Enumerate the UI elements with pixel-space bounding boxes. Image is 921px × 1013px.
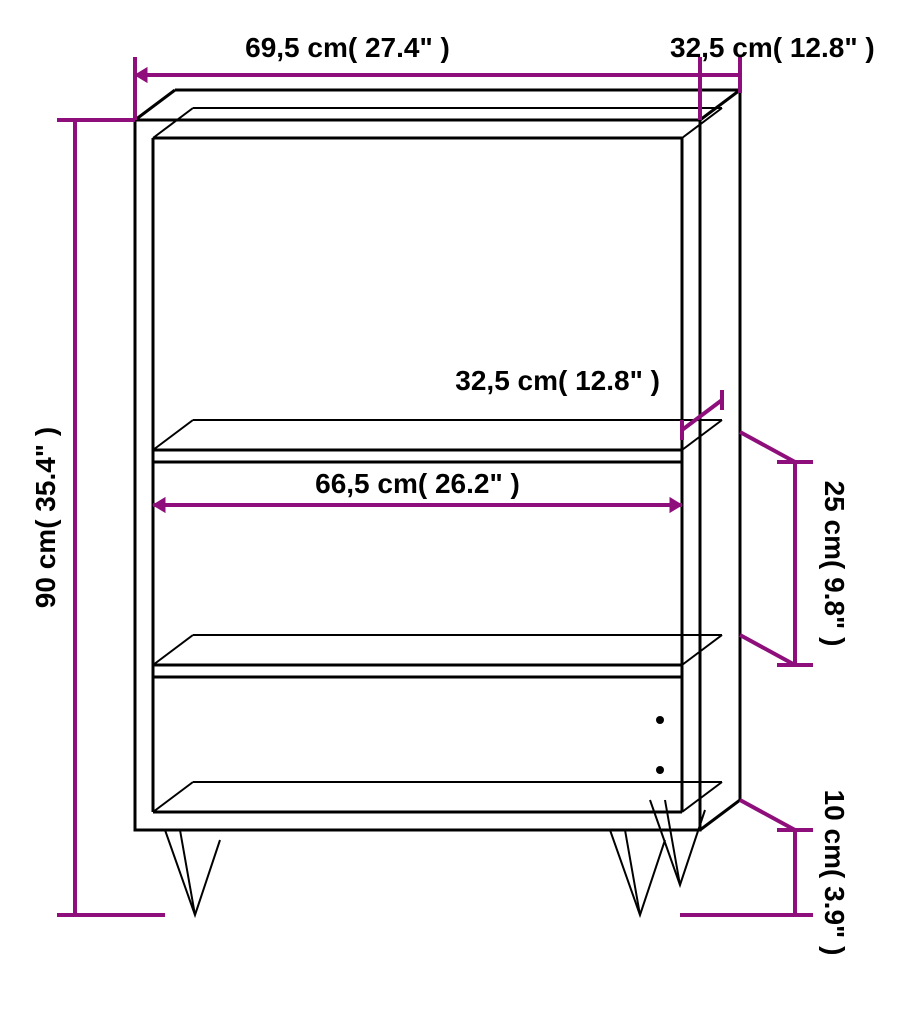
svg-text:69,5 cm( 27.4" ): 69,5 cm( 27.4" ) (245, 32, 450, 63)
svg-text:10 cm( 3.9" ): 10 cm( 3.9" ) (819, 790, 850, 956)
svg-text:66,5 cm( 26.2" ): 66,5 cm( 26.2" ) (315, 468, 520, 499)
svg-text:32,5 cm( 12.8" ): 32,5 cm( 12.8" ) (455, 365, 660, 396)
svg-text:32,5 cm( 12.8" ): 32,5 cm( 12.8" ) (670, 32, 875, 63)
svg-text:90 cm( 35.4" ): 90 cm( 35.4" ) (30, 427, 61, 608)
svg-text:25 cm( 9.8" ): 25 cm( 9.8" ) (819, 481, 850, 647)
